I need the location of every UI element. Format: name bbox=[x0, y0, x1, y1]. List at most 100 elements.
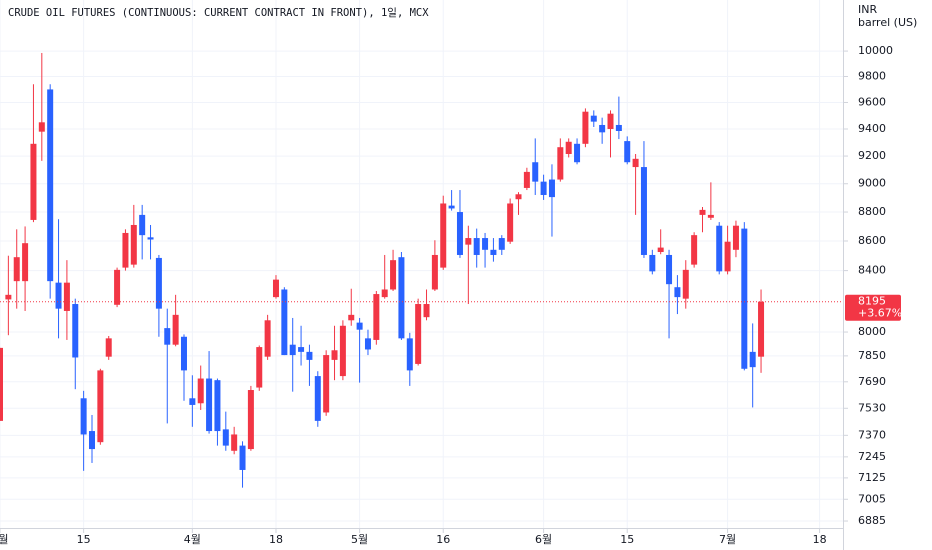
y-tick-label: 7005 bbox=[858, 492, 886, 505]
candle-body bbox=[323, 355, 330, 413]
candle-body bbox=[490, 249, 497, 255]
candle-body bbox=[22, 243, 29, 282]
candle-body bbox=[298, 347, 305, 352]
candle-body bbox=[707, 214, 714, 218]
candle-body bbox=[231, 434, 238, 451]
candle-body bbox=[640, 167, 647, 255]
candle-body bbox=[674, 287, 681, 298]
y-tick-label: 9800 bbox=[858, 70, 886, 83]
y-tick-label: 7370 bbox=[858, 428, 886, 441]
x-tick-label: 18 bbox=[269, 533, 283, 546]
candle-body bbox=[557, 147, 564, 180]
candle-body bbox=[699, 209, 706, 215]
x-tick-label: 4월 bbox=[184, 533, 201, 546]
candles bbox=[0, 52, 843, 488]
candle-body bbox=[114, 269, 121, 305]
x-tick-label: 16 bbox=[436, 533, 450, 546]
y-tick-label: 10000 bbox=[858, 44, 893, 57]
candle-body bbox=[482, 238, 489, 250]
y-tick-label: 7850 bbox=[858, 349, 886, 362]
candle-body bbox=[272, 279, 279, 298]
candle-body bbox=[130, 224, 137, 265]
candle-body bbox=[532, 162, 539, 182]
y-tick-label: 7690 bbox=[858, 375, 886, 388]
x-tick-label: 3월 bbox=[0, 533, 9, 546]
candle-body bbox=[398, 257, 405, 339]
candle-body bbox=[139, 214, 146, 236]
candle-body bbox=[691, 235, 698, 265]
x-tick-label: 15 bbox=[620, 533, 634, 546]
candle-body bbox=[247, 390, 254, 450]
candle-body bbox=[164, 328, 171, 345]
y-tick-label: 9400 bbox=[858, 122, 886, 135]
candle-body bbox=[682, 269, 689, 299]
candle-body bbox=[582, 111, 589, 144]
candle-body bbox=[406, 338, 413, 371]
y-tick-label: 7125 bbox=[858, 471, 886, 484]
x-tick-label: 5월 bbox=[351, 533, 368, 546]
last-price-label: 8195 bbox=[858, 295, 886, 308]
candle-body bbox=[356, 322, 363, 330]
candle-body bbox=[716, 225, 723, 272]
candle-body bbox=[364, 338, 371, 350]
candle-body bbox=[222, 429, 229, 446]
candle-body bbox=[88, 431, 95, 450]
candle-body bbox=[515, 194, 522, 200]
candle-body bbox=[565, 141, 572, 155]
candle-body bbox=[122, 232, 129, 268]
x-tick-label: 6월 bbox=[535, 533, 552, 546]
candle-body bbox=[189, 398, 196, 405]
candle-body bbox=[63, 282, 70, 311]
candle-body bbox=[440, 203, 447, 268]
candle-body bbox=[540, 181, 547, 195]
candle-body bbox=[448, 205, 455, 209]
candle-body bbox=[381, 289, 388, 298]
candle-body bbox=[214, 380, 221, 432]
y-tick-label: 8400 bbox=[858, 264, 886, 277]
candle-body bbox=[607, 113, 614, 129]
x-tick-label: 15 bbox=[77, 533, 91, 546]
candle-body bbox=[473, 238, 480, 255]
candle-body bbox=[281, 289, 288, 356]
candle-body bbox=[431, 254, 438, 290]
candle-body bbox=[373, 294, 380, 340]
y-tick-label: 8000 bbox=[858, 325, 886, 338]
candle-body bbox=[657, 247, 664, 253]
unit: barrel (US) bbox=[858, 16, 917, 29]
candle-body bbox=[574, 143, 581, 163]
candle-body bbox=[264, 320, 271, 357]
candle-body bbox=[632, 158, 639, 168]
candle-body bbox=[239, 445, 246, 470]
currency: INR bbox=[858, 3, 877, 16]
y-tick-label: 9000 bbox=[858, 177, 886, 190]
candle-body bbox=[649, 254, 656, 272]
y-tick-label: 8600 bbox=[858, 234, 886, 247]
candle-body bbox=[314, 376, 321, 421]
chart-title: CRUDE OIL FUTURES (CONTINUOUS: CURRENT C… bbox=[8, 6, 429, 19]
y-tick-label: 9200 bbox=[858, 149, 886, 162]
candle-body bbox=[456, 212, 463, 255]
candle-body bbox=[423, 304, 430, 318]
candle-body bbox=[615, 124, 622, 131]
candle-body bbox=[55, 282, 62, 309]
y-tick-label: 7530 bbox=[858, 401, 886, 414]
candle-body bbox=[256, 347, 263, 388]
candle-body bbox=[38, 122, 45, 132]
candle-body bbox=[306, 351, 313, 360]
candle-body bbox=[339, 325, 346, 377]
y-tick-label: 9600 bbox=[858, 95, 886, 108]
last-price-box bbox=[845, 294, 901, 321]
candle-body bbox=[465, 238, 472, 245]
x-tick-label: 7월 bbox=[719, 533, 736, 546]
candle-body bbox=[415, 304, 422, 364]
y-tick-label: 8800 bbox=[858, 205, 886, 218]
axes: 6885 7005 7125 7245 7370 7530 7690 7850 8000 8400… bbox=[0, 44, 902, 546]
candle-body bbox=[732, 225, 739, 250]
candle-body bbox=[498, 238, 505, 250]
candle-body bbox=[348, 314, 355, 321]
candle-body bbox=[758, 301, 765, 357]
candle-body bbox=[331, 350, 338, 360]
candle-body bbox=[548, 179, 555, 198]
candle-body bbox=[72, 304, 79, 358]
